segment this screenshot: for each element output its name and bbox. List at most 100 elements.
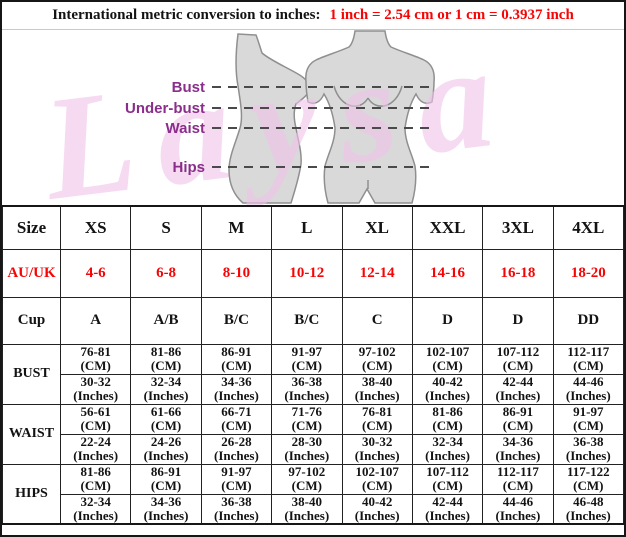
header-conversion-formula: 1 inch = 2.54 cm or 1 cm = 0.3937 inch [329,7,574,23]
au-uk-cell: 4-6 [59,248,132,298]
au-uk-cell: 16-18 [482,248,554,298]
cup-cell: B/C [271,296,343,345]
cup-cell: B/C [200,296,273,345]
hips-cm-cell: 81-86 (CM) [59,463,132,495]
waist-cm-cell: 86-91 (CM) [482,403,554,435]
au-uk-cell: 10-12 [271,248,343,298]
underbust-label: Under-bust [125,100,205,117]
size-cell: S [130,205,202,250]
au-uk-row-label: AU/UK [2,248,61,298]
bust-inch-cell: 44-46 (Inches) [552,373,624,405]
waist-inch-cell: 30-32 (Inches) [341,433,413,465]
waist-cm-cell: 76-81 (CM) [341,403,413,435]
au-uk-cell: 12-14 [341,248,413,298]
cup-cell: C [341,296,413,345]
bust-inch-cell: 36-38 (Inches) [271,373,343,405]
measurement-diagram: Laysa Bust Under-bust Waist Hips [2,30,624,205]
au-uk-cell: 6-8 [130,248,202,298]
brand-watermark: Laysa [33,30,523,205]
bust-row-label: BUST [2,343,61,405]
hips-inches-row: 32-34 (Inches) 34-36 (Inches) 36-38 (Inches… [3,493,624,525]
cup-cell: D [411,296,484,345]
bust-cm-cell: 97-102 (CM) [341,343,413,375]
hips-inch-cell: 34-36 (Inches) [130,493,202,525]
bust-inch-cell: 40-42 (Inches) [411,373,484,405]
waist-label: Waist [166,120,205,137]
bust-inch-cell: 30-32 (Inches) [59,373,132,405]
waist-inch-cell: 26-28 (Inches) [200,433,273,465]
waist-cm-row: WAIST 56-61 (CM) 61-66 (CM) 66-71 (CM) 71-7… [2,403,624,465]
hips-inch-cell: 46-48 (Inches) [552,493,624,525]
au-uk-row: AU/UK 4-6 6-8 8-10 10-12 12-14 14-16 16-… [2,248,624,298]
bust-cm-cell: 112-117 (CM) [552,343,624,375]
size-conversion-table: Size XS S M L XL XXL 3XL 4XL AU/UK 4-6 6… [2,205,624,525]
bust-cm-cell: 102-107 (CM) [411,343,484,375]
size-cell: 3XL [482,205,554,250]
bust-cm-cell: 91-97 (CM) [271,343,343,375]
waist-inch-cell: 36-38 (Inches) [552,433,624,465]
bust-cm-cell: 81-86 (CM) [130,343,202,375]
waist-inch-cell: 28-30 (Inches) [271,433,343,465]
hips-inch-cell: 32-34 (Inches) [59,493,132,525]
bust-inch-cell: 32-34 (Inches) [130,373,202,405]
hips-inch-cell: 44-46 (Inches) [482,493,554,525]
bust-cm-cell: 86-91 (CM) [200,343,273,375]
size-cell: XXL [411,205,484,250]
cup-cell: D [482,296,554,345]
waist-inch-cell: 22-24 (Inches) [59,433,132,465]
bust-inches-row: 30-32 (Inches) 32-34 (Inches) 34-36 (Inches… [3,373,624,405]
header-bar: International metric conversion to inche… [2,2,624,30]
waist-cm-cell: 81-86 (CM) [411,403,484,435]
hips-inch-cell: 42-44 (Inches) [411,493,484,525]
waist-cm-cell: 56-61 (CM) [59,403,132,435]
size-row: Size XS S M L XL XXL 3XL 4XL [2,205,624,250]
hips-cm-cell: 107-112 (CM) [411,463,484,495]
waist-inch-cell: 34-36 (Inches) [482,433,554,465]
cup-row: Cup A A/B B/C B/C C D D DD [2,296,624,345]
hips-cm-cell: 97-102 (CM) [271,463,343,495]
cup-cell: A/B [130,296,202,345]
waist-inch-cell: 32-34 (Inches) [411,433,484,465]
mannequin-diagram-svg: Laysa Bust Under-bust Waist Hips [33,30,523,205]
bust-inch-cell: 38-40 (Inches) [341,373,413,405]
hips-inch-cell: 40-42 (Inches) [341,493,413,525]
size-cell: 4XL [552,205,624,250]
hips-cm-cell: 117-122 (CM) [552,463,624,495]
bust-inch-cell: 34-36 (Inches) [200,373,273,405]
header-title: International metric conversion to inche… [52,7,321,23]
waist-cm-cell: 91-97 (CM) [552,403,624,435]
bust-cm-cell: 107-112 (CM) [482,343,554,375]
cup-cell: DD [552,296,624,345]
size-cell: XS [59,205,132,250]
hips-cm-cell: 91-97 (CM) [200,463,273,495]
hips-cm-cell: 102-107 (CM) [341,463,413,495]
bust-contour-lines [333,85,403,189]
hips-cm-cell: 86-91 (CM) [130,463,202,495]
waist-row-label: WAIST [2,403,61,465]
bust-inch-cell: 42-44 (Inches) [482,373,554,405]
au-uk-cell: 18-20 [552,248,624,298]
hips-label: Hips [172,159,205,176]
side-torso-silhouette [228,33,311,204]
cup-cell: A [59,296,132,345]
waist-cm-cell: 71-76 (CM) [271,403,343,435]
cup-row-label: Cup [2,296,61,345]
size-cell: M [200,205,273,250]
hips-cm-row: HIPS 81-86 (CM) 86-91 (CM) 91-97 (CM) 97-10… [2,463,624,525]
waist-inches-row: 22-24 (Inches) 24-26 (Inches) 26-28 (Inches… [3,433,624,465]
bust-cm-row: BUST 76-81 (CM) 81-86 (CM) 86-91 (CM) 91-97… [2,343,624,405]
bust-label: Bust [172,79,205,96]
waist-cm-cell: 61-66 (CM) [130,403,202,435]
size-cell: XL [341,205,413,250]
hips-row-label: HIPS [2,463,61,525]
front-torso-silhouette [305,30,435,204]
au-uk-cell: 8-10 [200,248,273,298]
bust-cm-cell: 76-81 (CM) [59,343,132,375]
size-cell: L [271,205,343,250]
hips-inch-cell: 36-38 (Inches) [200,493,273,525]
waist-cm-cell: 66-71 (CM) [200,403,273,435]
hips-inch-cell: 38-40 (Inches) [271,493,343,525]
size-row-label: Size [2,205,61,250]
au-uk-cell: 14-16 [411,248,484,298]
